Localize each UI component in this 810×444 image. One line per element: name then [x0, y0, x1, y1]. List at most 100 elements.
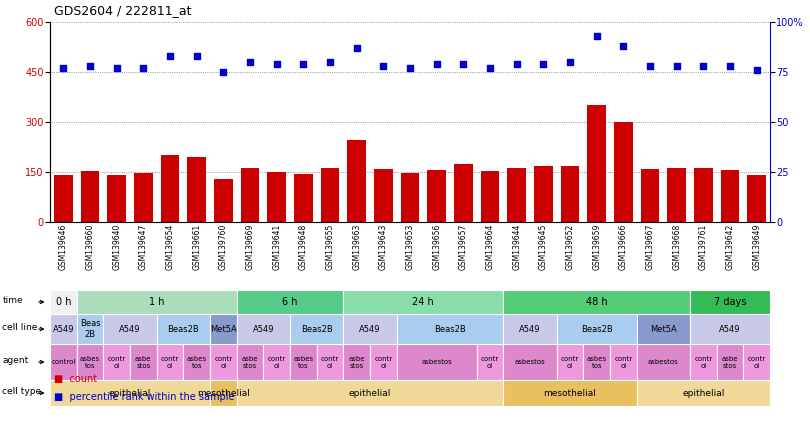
Text: 1 h: 1 h — [149, 297, 164, 307]
Bar — [614, 122, 633, 222]
Text: A549: A549 — [119, 325, 141, 333]
Text: GSM139667: GSM139667 — [646, 223, 654, 270]
Bar — [160, 155, 179, 222]
Text: cell type: cell type — [2, 387, 41, 396]
Bar — [267, 172, 286, 222]
Text: contr
ol: contr ol — [481, 356, 499, 369]
Bar — [294, 174, 313, 222]
Text: control: control — [51, 359, 75, 365]
Bar — [721, 170, 740, 222]
Text: GDS2604 / 222811_at: GDS2604 / 222811_at — [54, 4, 191, 17]
Bar — [667, 168, 686, 222]
Bar — [77, 290, 237, 314]
Bar — [237, 344, 263, 380]
Bar — [183, 344, 210, 380]
Bar — [347, 140, 366, 222]
Text: contr
ol: contr ol — [614, 356, 633, 369]
Text: agent: agent — [2, 356, 28, 365]
Point — [484, 64, 497, 71]
Text: GSM139652: GSM139652 — [565, 223, 574, 270]
Text: epithelial: epithelial — [349, 388, 391, 397]
Bar — [637, 380, 770, 406]
Bar — [77, 314, 104, 344]
Text: asbe
stos: asbe stos — [241, 356, 258, 369]
Text: asbe
stos: asbe stos — [722, 356, 738, 369]
Text: asbe
stos: asbe stos — [135, 356, 151, 369]
Text: contr
ol: contr ol — [561, 356, 579, 369]
Bar — [534, 166, 552, 222]
Bar — [690, 344, 717, 380]
Point — [271, 60, 284, 67]
Text: 0 h: 0 h — [56, 297, 71, 307]
Point — [323, 59, 336, 66]
Bar — [237, 314, 290, 344]
Bar — [694, 168, 713, 222]
Point — [244, 59, 257, 66]
Point — [430, 60, 443, 67]
Text: Beas2B: Beas2B — [434, 325, 466, 333]
Text: asbes
tos: asbes tos — [293, 356, 313, 369]
Bar — [717, 344, 744, 380]
Bar — [134, 173, 152, 222]
Bar — [343, 344, 370, 380]
Text: GSM139760: GSM139760 — [219, 223, 228, 270]
Bar — [744, 344, 770, 380]
Text: cell line: cell line — [2, 323, 38, 332]
Point — [217, 68, 230, 75]
Text: asbestos: asbestos — [421, 359, 452, 365]
Text: GSM139661: GSM139661 — [192, 223, 201, 270]
Bar — [77, 344, 104, 380]
Text: GSM139660: GSM139660 — [86, 223, 95, 270]
Point — [723, 63, 736, 70]
Text: contr
ol: contr ol — [748, 356, 765, 369]
Text: asbe
stos: asbe stos — [348, 356, 365, 369]
Text: 6 h: 6 h — [282, 297, 298, 307]
Bar — [210, 380, 237, 406]
Text: 7 days: 7 days — [714, 297, 746, 307]
Text: GSM139644: GSM139644 — [512, 223, 521, 270]
Text: Beas2B: Beas2B — [168, 325, 199, 333]
Bar — [241, 168, 259, 222]
Bar — [748, 175, 766, 222]
Text: GSM139654: GSM139654 — [165, 223, 174, 270]
Text: GSM139643: GSM139643 — [379, 223, 388, 270]
Text: GSM139657: GSM139657 — [458, 223, 468, 270]
Point — [537, 60, 550, 67]
Bar — [214, 179, 232, 222]
Text: GSM139655: GSM139655 — [326, 223, 335, 270]
Bar — [637, 314, 690, 344]
Text: Met5A: Met5A — [210, 325, 237, 333]
Bar — [210, 314, 237, 344]
Bar — [397, 314, 503, 344]
Text: epithelial: epithelial — [109, 388, 151, 397]
Text: contr
ol: contr ol — [267, 356, 286, 369]
Text: epithelial: epithelial — [682, 388, 724, 397]
Bar — [641, 169, 659, 222]
Bar — [428, 170, 446, 222]
Text: mesothelial: mesothelial — [544, 388, 596, 397]
Bar — [290, 344, 317, 380]
Point — [564, 59, 577, 66]
Text: GSM139647: GSM139647 — [139, 223, 148, 270]
Bar — [81, 171, 100, 222]
Text: GSM139669: GSM139669 — [245, 223, 254, 270]
Bar — [503, 380, 637, 406]
Point — [350, 44, 363, 52]
Point — [164, 52, 177, 59]
Text: GSM139649: GSM139649 — [752, 223, 761, 270]
Bar — [637, 344, 690, 380]
Bar — [454, 164, 473, 222]
Text: GSM139668: GSM139668 — [672, 223, 681, 270]
Text: contr
ol: contr ol — [321, 356, 339, 369]
Text: asbestos: asbestos — [648, 359, 679, 365]
Point — [643, 63, 656, 70]
Point — [110, 64, 123, 71]
Bar — [343, 314, 397, 344]
Text: Met5A: Met5A — [650, 325, 676, 333]
Bar — [610, 344, 637, 380]
Bar — [507, 168, 526, 222]
Text: GSM139640: GSM139640 — [112, 223, 122, 270]
Point — [57, 64, 70, 71]
Bar — [237, 290, 343, 314]
Text: Beas
2B: Beas 2B — [79, 319, 100, 339]
